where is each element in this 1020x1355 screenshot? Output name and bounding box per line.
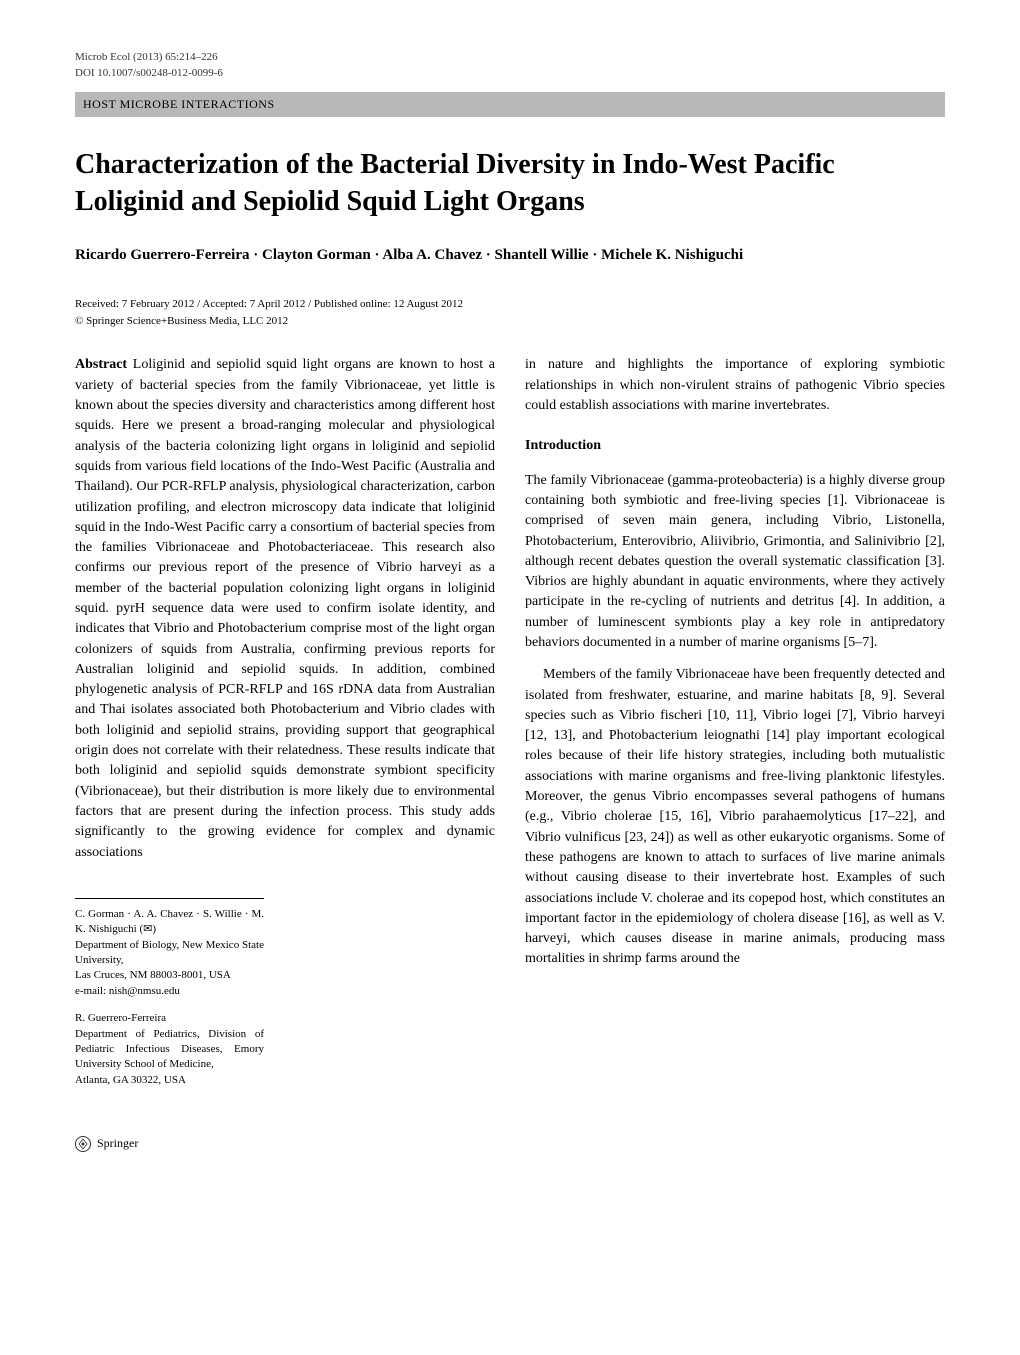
- affiliation-addr-2: Atlanta, GA 30322, USA: [75, 1073, 264, 1088]
- abstract-paragraph: Abstract Loliginid and sepiolid squid li…: [75, 355, 495, 862]
- springer-icon: [75, 1136, 91, 1152]
- affiliation-group-1: C. Gorman · A. A. Chavez · S. Willie · M…: [75, 907, 264, 999]
- author-list: Ricardo Guerrero-Ferreira · Clayton Gorm…: [75, 244, 945, 267]
- abstract-label: Abstract: [75, 357, 127, 372]
- left-column: Abstract Loliginid and sepiolid squid li…: [75, 355, 495, 1100]
- content-columns: Abstract Loliginid and sepiolid squid li…: [75, 355, 945, 1100]
- abstract-text: Loliginid and sepiolid squid light organ…: [75, 357, 495, 859]
- doi: DOI 10.1007/s00248-012-0099-6: [75, 66, 945, 82]
- affiliation-group-2: R. Guerrero-Ferreira Department of Pedia…: [75, 1011, 264, 1088]
- publication-dates: Received: 7 February 2012 / Accepted: 7 …: [75, 297, 945, 313]
- journal-meta: Microb Ecol (2013) 65:214–226 DOI 10.100…: [75, 50, 945, 82]
- journal-citation: Microb Ecol (2013) 65:214–226: [75, 50, 945, 66]
- affiliations: C. Gorman · A. A. Chavez · S. Willie · M…: [75, 898, 264, 1088]
- affiliation-addr-1: Las Cruces, NM 88003-8001, USA: [75, 968, 264, 983]
- abstract-continuation: in nature and highlights the importance …: [525, 355, 945, 416]
- article-category: HOST MICROBE INTERACTIONS: [75, 92, 945, 117]
- intro-para-1: The family Vibrionaceae (gamma-proteobac…: [525, 471, 945, 654]
- article-title: Characterization of the Bacterial Divers…: [75, 147, 945, 220]
- intro-para-2: Members of the family Vibrionaceae have …: [525, 665, 945, 969]
- affiliation-author-2: R. Guerrero-Ferreira: [75, 1011, 264, 1026]
- introduction-heading: Introduction: [525, 436, 945, 456]
- right-column: in nature and highlights the importance …: [525, 355, 945, 1100]
- affiliation-authors-1: C. Gorman · A. A. Chavez · S. Willie · M…: [75, 907, 264, 938]
- page-footer: Springer: [75, 1135, 945, 1152]
- affiliation-email-1: e-mail: nish@nmsu.edu: [75, 984, 264, 999]
- publisher-name: Springer: [97, 1135, 138, 1152]
- affiliation-dept-2: Department of Pediatrics, Division of Pe…: [75, 1027, 264, 1073]
- copyright-notice: © Springer Science+Business Media, LLC 2…: [75, 314, 945, 330]
- affiliation-dept-1: Department of Biology, New Mexico State …: [75, 938, 264, 969]
